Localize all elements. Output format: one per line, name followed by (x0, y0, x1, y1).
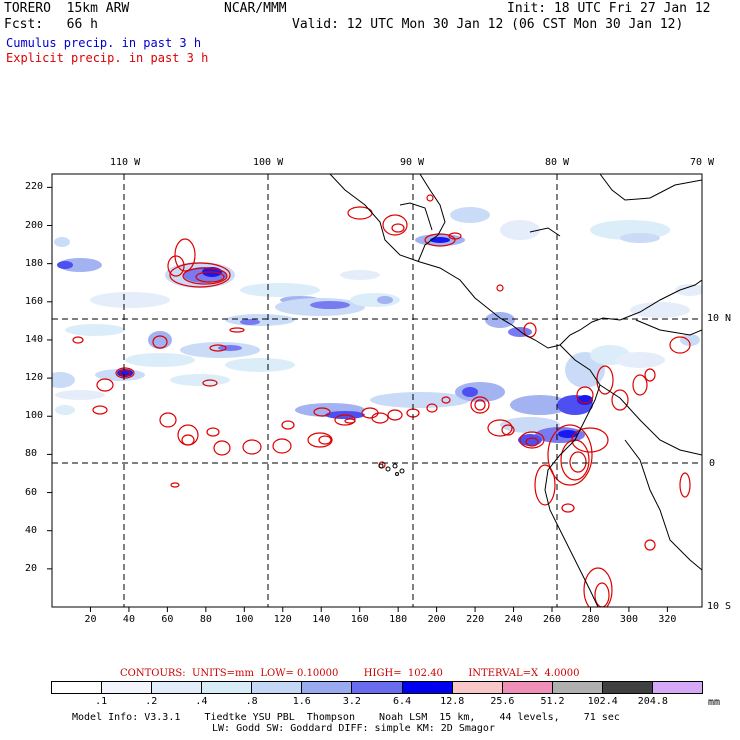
legend-label: 25.6 (490, 696, 515, 707)
legend-swatch (452, 682, 503, 693)
x-tick-label: 180 (389, 614, 408, 625)
x-tick-label: 280 (581, 614, 600, 625)
y-tick-label: 160 (25, 295, 44, 307)
lat-label-10s: 10 S (707, 601, 732, 612)
legend-swatch (152, 682, 203, 693)
y-tick-label: 140 (25, 333, 44, 345)
x-tick-label: 100 (235, 614, 254, 625)
x-tick-label: 200 (427, 614, 446, 625)
x-tick-label: 220 (466, 614, 485, 625)
x-tick-label: 120 (273, 614, 292, 625)
lat-label-10n: 10 N (707, 313, 732, 324)
x-tick-label: 260 (543, 614, 562, 625)
legend-swatch (52, 682, 103, 693)
contours-info: CONTOURS: UNITS=mm LOW= 0.10000 HIGH= 10… (120, 668, 580, 679)
x-tick-label: 160 (350, 614, 369, 625)
legend-label: 12.8 (440, 696, 465, 707)
y-tick-label: 220 (25, 181, 44, 193)
legend-swatch (352, 682, 403, 693)
legend-swatch (302, 682, 353, 693)
y-tick-label: 180 (25, 257, 44, 269)
color-legend (51, 681, 703, 694)
x-tick-label: 300 (619, 614, 638, 625)
lon-label-90w: 90 W (400, 157, 425, 168)
forecast-hour: Fcst: 66 h (4, 17, 98, 32)
y-tick-label: 80 (25, 448, 38, 460)
y-tick-label: 100 (25, 410, 44, 422)
lon-label-80w: 80 W (545, 157, 570, 168)
y-tick-label: 40 (25, 524, 38, 536)
x-tick-label: 240 (504, 614, 523, 625)
lon-label-70w: 70 W (690, 157, 715, 168)
organization-label: NCAR/MMM (224, 1, 287, 16)
model-info-line2: LW: Godd SW: Goddard DIFF: simple KM: 2D… (212, 723, 495, 734)
valid-time: Valid: 12 UTC Mon 30 Jan 12 (06 CST Mon … (292, 17, 684, 32)
model-title: TORERO 15km ARW (4, 1, 130, 16)
legend-unit: mm (708, 697, 721, 708)
legend-label: .2 (145, 696, 158, 707)
lon-label-100w: 100 W (253, 157, 284, 168)
legend-label: 102.4 (587, 696, 618, 707)
legend-label: .1 (95, 696, 108, 707)
model-info: Model Info: V3.3.1 Tiedtke YSU PBL Thomp… (72, 712, 620, 734)
y-tick-label: 20 (25, 562, 38, 574)
legend-label: 1.6 (292, 696, 311, 707)
cumulus-field-label: Cumulus precip. in past 3 h (6, 36, 202, 50)
legend-label: .4 (195, 696, 208, 707)
init-time: Init: 18 UTC Fri 27 Jan 12 (507, 1, 711, 16)
coastlines (329, 174, 702, 607)
legend-swatch (252, 682, 303, 693)
legend-labels: .1 .2 .4 .8 1.6 3.2 6.4 12.8 25.6 51.2 102.4 204.8 (51, 696, 703, 708)
legend-label: .8 (245, 696, 258, 707)
lat-lon-grid (52, 174, 702, 607)
x-tick-label: 20 (84, 614, 97, 625)
lat-label-0: 0 (709, 458, 716, 469)
legend-label: 204.8 (637, 696, 668, 707)
legend-swatch (402, 682, 453, 693)
legend-label: 3.2 (342, 696, 361, 707)
y-tick-label: 60 (25, 486, 38, 498)
x-tick-label: 140 (312, 614, 331, 625)
x-tick-label: 320 (658, 614, 677, 625)
model-info-line1: Model Info: V3.3.1 Tiedtke YSU PBL Thomp… (72, 712, 620, 723)
legend-swatch (202, 682, 253, 693)
legend-swatch (652, 682, 703, 693)
x-tick-label: 40 (122, 614, 135, 625)
legend-swatch (602, 682, 653, 693)
explicit-field-label: Explicit precip. in past 3 h (6, 51, 209, 65)
x-tick-label: 80 (199, 614, 212, 625)
y-tick-label: 200 (25, 219, 44, 231)
x-tick-label: 60 (161, 614, 174, 625)
legend-swatch (552, 682, 603, 693)
legend-label: 51.2 (540, 696, 565, 707)
lon-label-110w: 110 W (110, 157, 141, 168)
legend-swatch (102, 682, 153, 693)
y-tick-label: 120 (25, 372, 44, 384)
legend-label: 6.4 (393, 696, 412, 707)
legend-swatch (502, 682, 553, 693)
